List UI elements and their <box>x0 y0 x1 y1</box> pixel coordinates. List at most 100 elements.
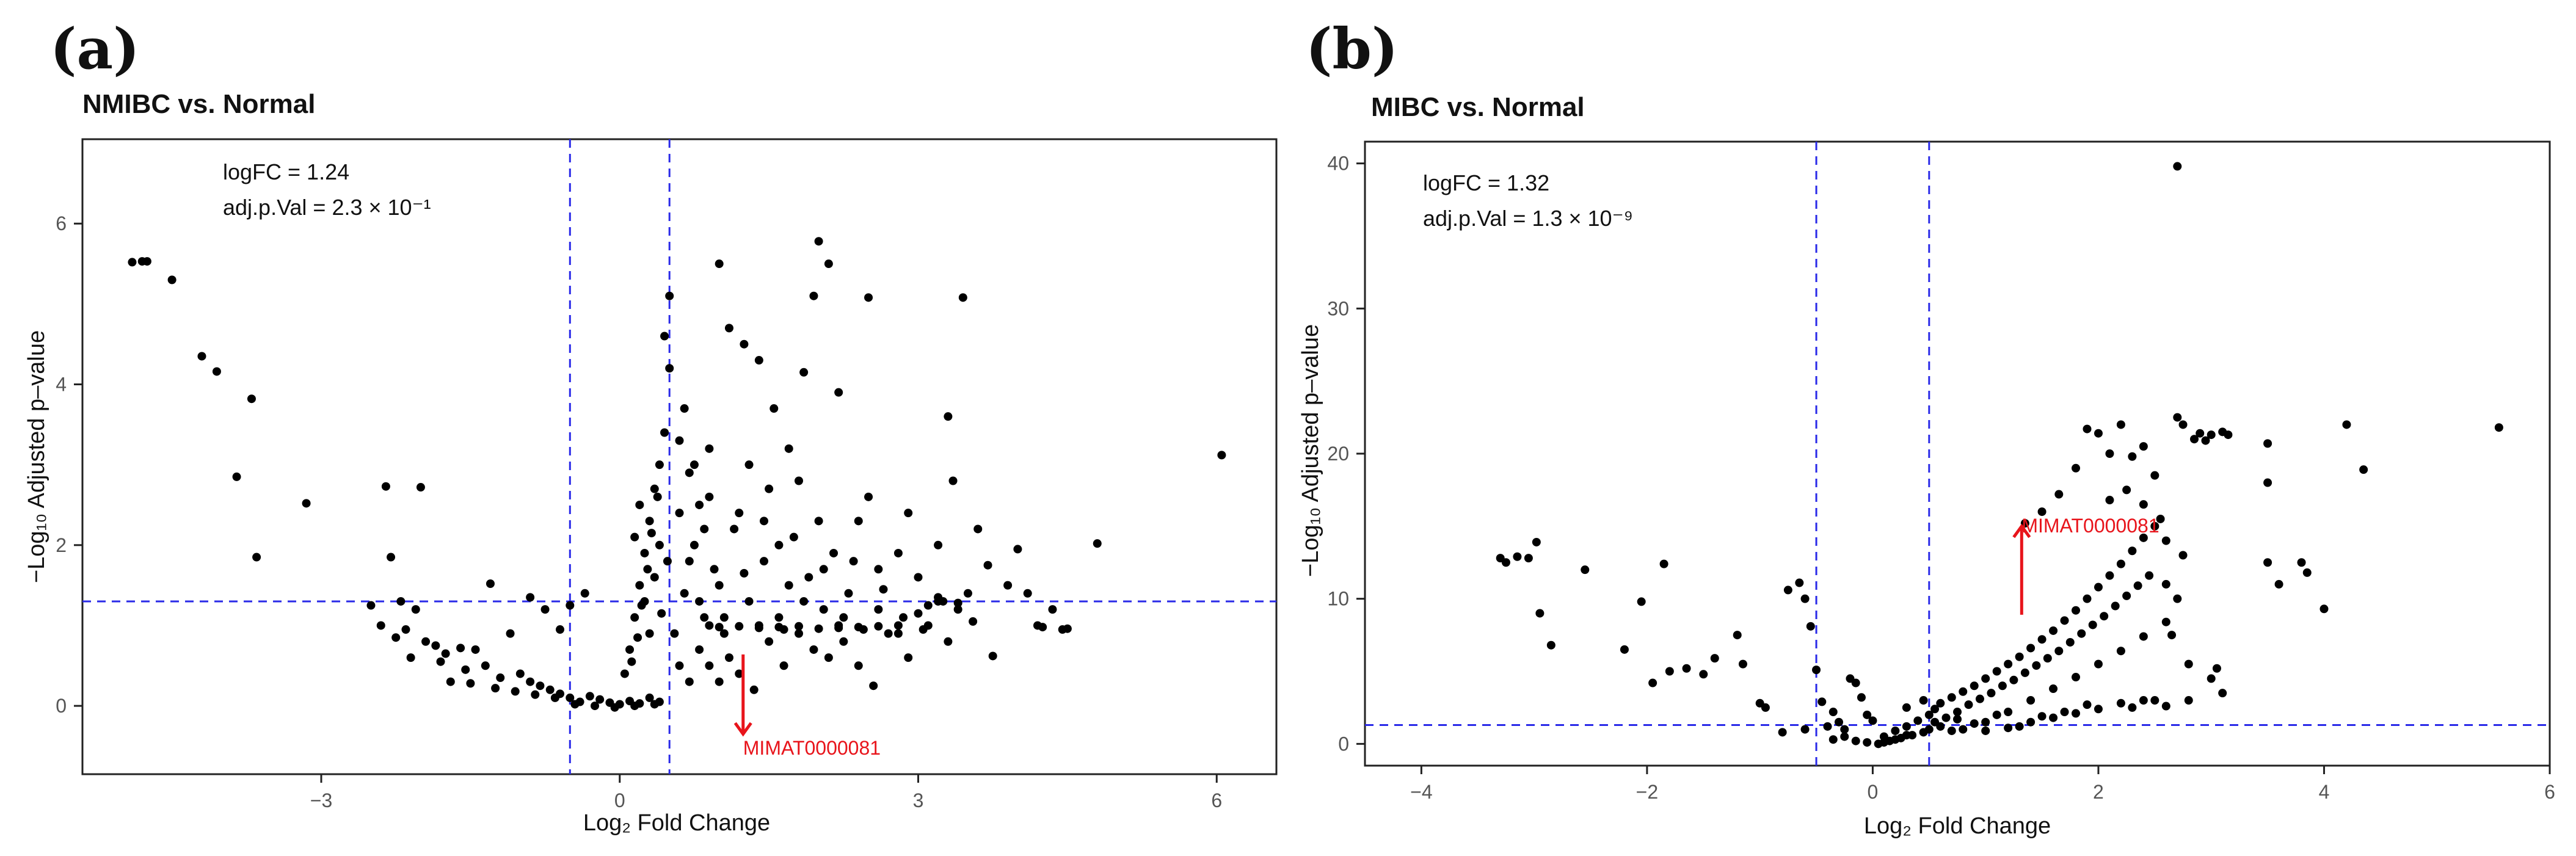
data-point <box>854 661 863 670</box>
data-point <box>2037 507 2047 517</box>
data-point <box>2049 684 2058 694</box>
data-point <box>2026 696 2036 705</box>
data-point <box>645 693 654 702</box>
data-point <box>446 677 455 686</box>
data-point <box>396 597 406 606</box>
data-point <box>1783 586 1792 595</box>
data-point <box>2173 162 2182 171</box>
data-point <box>2072 606 2080 615</box>
data-point <box>1930 705 1940 714</box>
data-point <box>1857 693 1866 702</box>
x-tick-label: 6 <box>2544 781 2555 803</box>
data-point <box>585 692 594 701</box>
data-point <box>653 492 662 501</box>
data-point <box>1800 725 1810 734</box>
data-point <box>724 324 733 333</box>
data-point <box>675 436 684 445</box>
data-point <box>824 653 833 662</box>
data-point <box>252 553 261 562</box>
panel-a-threshold-lines <box>82 139 1276 774</box>
data-point <box>2212 664 2221 673</box>
data-point <box>436 657 445 666</box>
data-point <box>1546 640 1555 650</box>
data-point <box>1063 624 1072 633</box>
data-point <box>1992 710 2001 719</box>
data-point <box>695 597 704 606</box>
panel-b-y-axis-label: −Log₁₀ Adjusted p–value <box>1298 324 1323 577</box>
data-point <box>647 529 656 538</box>
panel-a-note-logfc: logFC = 1.24 <box>223 159 349 184</box>
data-point <box>893 629 903 638</box>
data-point <box>142 257 151 266</box>
data-point <box>1093 539 1102 548</box>
data-point <box>774 613 784 622</box>
data-point <box>874 565 883 574</box>
data-point <box>2105 496 2114 505</box>
data-point <box>2060 616 2069 625</box>
data-point <box>1879 738 1888 747</box>
data-point <box>481 661 490 670</box>
data-point <box>953 598 962 608</box>
data-point <box>1851 678 1860 687</box>
data-point <box>387 553 396 562</box>
data-point <box>2094 582 2103 592</box>
data-point <box>864 293 873 302</box>
data-point <box>1733 631 1742 640</box>
data-point <box>814 624 823 633</box>
data-point <box>2128 546 2137 556</box>
data-point <box>1959 725 1968 734</box>
data-point <box>376 621 385 630</box>
y-tick-label: 40 <box>1327 153 1349 175</box>
data-point <box>700 613 709 622</box>
data-point <box>854 623 863 632</box>
data-point <box>774 540 784 550</box>
data-point <box>2196 429 2205 438</box>
data-point <box>2105 449 2114 458</box>
data-point <box>247 394 256 404</box>
data-point <box>730 524 739 534</box>
data-point <box>844 589 853 598</box>
data-point <box>675 661 684 670</box>
data-point <box>1998 681 2007 691</box>
data-point <box>735 669 744 678</box>
data-point <box>839 637 848 646</box>
data-point <box>212 367 221 376</box>
x-tick-label: 0 <box>614 789 625 811</box>
data-point <box>401 625 410 634</box>
data-point <box>864 492 873 501</box>
data-point <box>2161 536 2170 545</box>
data-point <box>665 364 674 373</box>
x-tick-label: 0 <box>1868 781 1879 803</box>
data-point <box>735 509 744 518</box>
data-point <box>466 679 475 688</box>
data-point <box>1919 696 1928 705</box>
data-point <box>799 368 809 377</box>
data-point <box>754 623 763 633</box>
data-point <box>715 623 724 632</box>
data-point <box>1648 678 1657 687</box>
data-point <box>506 629 515 638</box>
x-tick-label: 4 <box>2319 781 2330 803</box>
data-point <box>2049 626 2058 635</box>
data-point <box>680 404 689 413</box>
data-point <box>1513 552 1522 561</box>
data-point <box>366 601 376 610</box>
data-point <box>663 557 672 566</box>
data-point <box>1941 713 1951 722</box>
data-point <box>635 581 644 590</box>
data-point <box>1902 722 1911 731</box>
data-point <box>1868 716 1877 725</box>
data-point <box>1924 725 1934 734</box>
panel-a-plot-frame <box>81 138 1278 775</box>
data-point <box>2077 629 2086 638</box>
data-point <box>2342 420 2351 429</box>
data-point <box>570 700 580 709</box>
data-point <box>809 291 818 300</box>
data-point <box>1795 578 1804 587</box>
panel-b-x-axis-label: Log₂ Fold Change <box>1864 813 2051 839</box>
data-point <box>1970 681 1979 691</box>
data-point <box>795 622 803 631</box>
data-point <box>2359 465 2368 474</box>
data-point <box>1682 664 1691 673</box>
data-point <box>779 661 788 670</box>
